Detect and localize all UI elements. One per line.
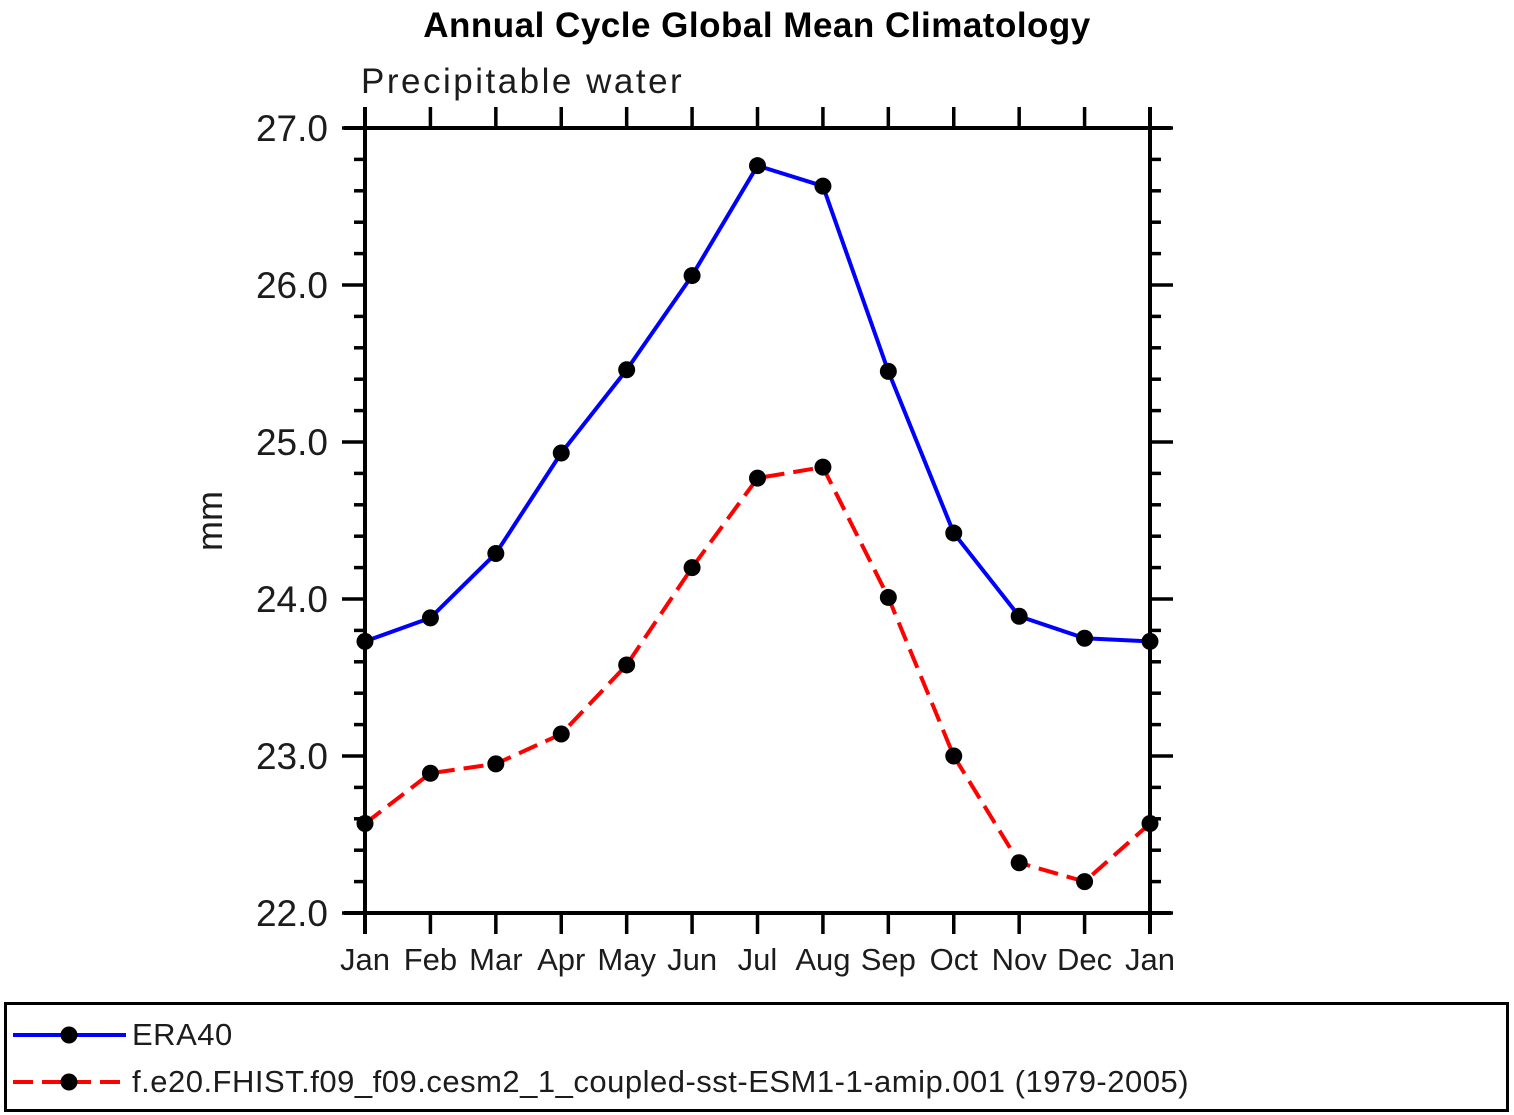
data-point-marker (552, 444, 570, 462)
plot-area: 22.0 23.0 24.0 25.0 26.0 27.0 Jan Feb Mar Apr May J… (189, 107, 1175, 977)
data-point-marker (879, 588, 897, 606)
x-tick-label: Aug (795, 942, 850, 977)
x-tick-label: Jan (1125, 942, 1175, 977)
data-point-marker (618, 656, 636, 674)
x-tick-label: Oct (930, 942, 979, 977)
data-point-marker (1141, 632, 1159, 650)
data-point-marker (1076, 873, 1094, 891)
y-tick-label: 22.0 (256, 893, 328, 934)
series-0 (356, 157, 1159, 650)
data-point-marker (487, 755, 505, 773)
data-point-marker (1141, 815, 1159, 833)
y-tick-label: 23.0 (256, 736, 328, 777)
x-tick-label: Jul (738, 942, 778, 977)
x-tick-label: Jan (340, 942, 390, 977)
axes (344, 107, 1171, 934)
legend-box: ERA40 f.e20.FHIST.f09_f09.cesm2_1_couple… (4, 1002, 1509, 1112)
data-point-marker (814, 177, 832, 195)
data-point-marker (1010, 607, 1028, 625)
y-tick-label: 26.0 (256, 265, 328, 306)
x-tick-label: Apr (537, 942, 585, 977)
data-point-marker (421, 609, 439, 627)
x-tick-label: Dec (1057, 942, 1112, 977)
data-point-marker (552, 725, 570, 743)
x-tick-label: Mar (469, 942, 522, 977)
series-1 (356, 458, 1159, 891)
ticks (342, 107, 1173, 934)
y-tick-label: 27.0 (256, 108, 328, 149)
data-point-marker (945, 747, 963, 765)
data-point-marker (618, 361, 636, 379)
legend-sample-cesm (13, 1073, 126, 1091)
legend-label-cesm: f.e20.FHIST.f09_f09.cesm2_1_coupled-sst-… (132, 1064, 1190, 1099)
series-0-line (364, 163, 1151, 644)
data-point-marker (421, 764, 439, 782)
chart-subtitle: Precipitable water (361, 62, 685, 101)
y-tick-label: 24.0 (256, 579, 328, 620)
data-point-marker (356, 632, 374, 650)
y-tick-label: 25.0 (256, 422, 328, 463)
x-tick-label: Sep (861, 942, 916, 977)
data-point-marker (749, 157, 766, 175)
data-point-marker (683, 559, 701, 577)
data-point-marker (945, 524, 963, 542)
legend-item-era40: ERA40 (10, 1017, 233, 1052)
legend-item-cesm: f.e20.FHIST.f09_f09.cesm2_1_coupled-sst-… (10, 1064, 1189, 1099)
legend-label-era40: ERA40 (132, 1017, 233, 1052)
axis-labels: 22.0 23.0 24.0 25.0 26.0 27.0 Jan Feb Mar Apr May J… (189, 108, 1175, 977)
data-point-marker (814, 458, 832, 476)
data-point-marker (1010, 854, 1028, 872)
series-1-line (363, 465, 1152, 884)
data-point-marker (356, 815, 374, 833)
y-axis-title: mm (189, 491, 230, 551)
data-point-marker (879, 362, 897, 380)
data-point-marker (1076, 629, 1094, 647)
legend-sample-era40 (13, 1026, 126, 1044)
x-tick-label: Feb (404, 942, 457, 977)
legend-marker-icon (60, 1073, 78, 1091)
data-point-marker (749, 469, 766, 487)
x-tick-label: Nov (992, 942, 1048, 977)
chart-title: Annual Cycle Global Mean Climatology (423, 6, 1091, 45)
x-tick-label: Jun (667, 942, 717, 977)
x-tick-label: May (597, 942, 656, 977)
data-point-marker (683, 267, 701, 285)
legend-marker-icon (60, 1026, 78, 1044)
data-point-marker (487, 544, 505, 562)
